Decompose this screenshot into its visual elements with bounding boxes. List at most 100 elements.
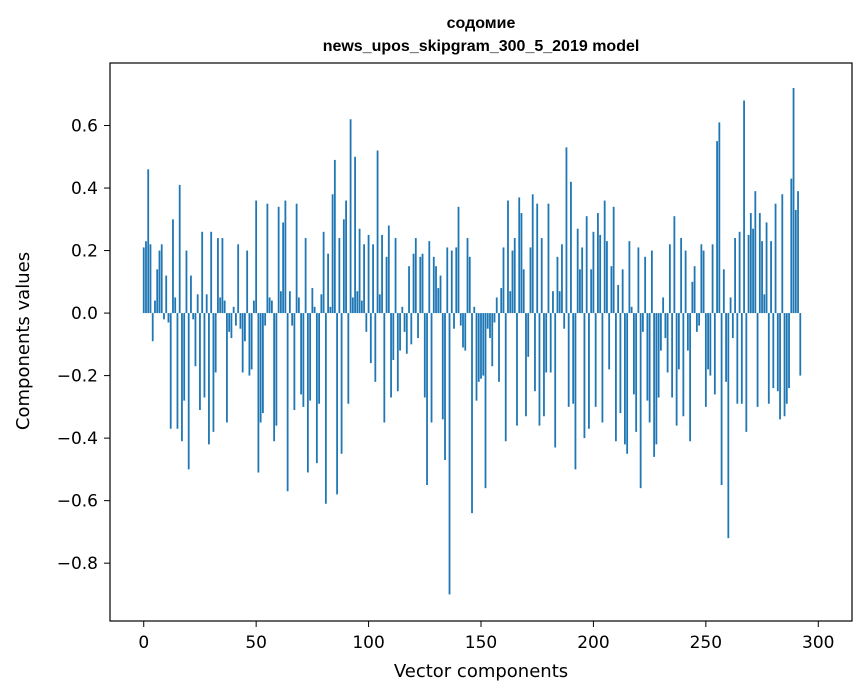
y-axis-ticks: −0.8 −0.6 −0.4 −0.2 0.0 0.2 0.4 0.6 bbox=[57, 117, 110, 574]
bar-100 bbox=[367, 234, 370, 314]
bar-101 bbox=[369, 313, 372, 364]
bar-154 bbox=[489, 313, 491, 339]
bar-58 bbox=[273, 313, 276, 442]
bar-28 bbox=[205, 294, 208, 314]
bar-137 bbox=[450, 250, 453, 314]
bar-214 bbox=[624, 313, 626, 445]
bar-178 bbox=[543, 313, 545, 417]
bar-265 bbox=[738, 231, 741, 314]
bar-37 bbox=[226, 313, 228, 423]
bar-168 bbox=[520, 213, 523, 314]
bar-16 bbox=[178, 184, 181, 314]
bar-155 bbox=[491, 313, 494, 367]
bar-239 bbox=[680, 238, 683, 314]
bar-244 bbox=[691, 281, 694, 314]
bar-80 bbox=[322, 231, 325, 314]
y-tick-label: −0.6 bbox=[57, 492, 98, 512]
bar-0 bbox=[142, 247, 145, 314]
bar-117 bbox=[405, 313, 408, 354]
bar-196 bbox=[583, 313, 586, 439]
bar-260 bbox=[727, 313, 730, 539]
bar-262 bbox=[731, 313, 734, 339]
bar-63 bbox=[284, 200, 287, 314]
y-tick-label: 0.6 bbox=[71, 117, 98, 137]
bar-22 bbox=[192, 313, 195, 320]
bar-91 bbox=[347, 313, 350, 404]
bar-206 bbox=[606, 241, 608, 314]
bar-60 bbox=[277, 206, 280, 314]
bar-269 bbox=[747, 234, 750, 314]
bar-266 bbox=[740, 313, 743, 404]
bar-127 bbox=[428, 241, 431, 314]
y-tick-label: −0.2 bbox=[57, 367, 98, 387]
bar-234 bbox=[668, 244, 671, 314]
bar-254 bbox=[713, 313, 716, 395]
bar-121 bbox=[414, 238, 417, 314]
bar-51 bbox=[257, 313, 260, 473]
bar-210 bbox=[615, 313, 617, 442]
bar-193 bbox=[576, 228, 579, 314]
bar-224 bbox=[646, 313, 649, 401]
bar-277 bbox=[765, 222, 768, 314]
bar-161 bbox=[504, 313, 507, 442]
bar-120 bbox=[412, 253, 415, 314]
bar-21 bbox=[190, 275, 192, 314]
bar-276 bbox=[763, 294, 766, 314]
bar-189 bbox=[567, 313, 570, 407]
bar-143 bbox=[464, 313, 467, 351]
bar-286 bbox=[785, 313, 788, 404]
bar-50 bbox=[255, 200, 258, 314]
bar-70 bbox=[300, 313, 303, 395]
bar-24 bbox=[196, 294, 199, 314]
bar-39 bbox=[230, 313, 233, 339]
bar-132 bbox=[439, 275, 442, 314]
bar-185 bbox=[558, 291, 561, 314]
bar-251 bbox=[707, 313, 709, 370]
bar-204 bbox=[601, 313, 604, 423]
bar-281 bbox=[774, 203, 777, 314]
bar-292 bbox=[799, 313, 802, 376]
bar-11 bbox=[167, 313, 170, 323]
bar-148 bbox=[475, 313, 478, 401]
bar-1 bbox=[145, 241, 147, 314]
bar-87 bbox=[338, 238, 341, 314]
bar-213 bbox=[621, 269, 624, 314]
chart-title-line2: news_upos_skipgram_300_5_2019 model bbox=[323, 38, 640, 55]
bar-267 bbox=[743, 100, 745, 314]
bar-5 bbox=[154, 300, 156, 314]
bar-138 bbox=[453, 313, 455, 329]
bar-62 bbox=[282, 222, 285, 314]
bar-227 bbox=[653, 313, 656, 457]
bar-151 bbox=[482, 313, 485, 376]
x-tick-label: 300 bbox=[802, 633, 834, 653]
chart-title-line1: содомие bbox=[447, 15, 516, 32]
bar-9 bbox=[163, 313, 165, 320]
bar-192 bbox=[574, 313, 577, 470]
bar-268 bbox=[745, 313, 748, 432]
bar-81 bbox=[324, 313, 327, 504]
bar-38 bbox=[228, 313, 231, 332]
bar-108 bbox=[385, 256, 388, 314]
bar-77 bbox=[315, 313, 318, 464]
bar-27 bbox=[203, 313, 206, 398]
x-axis-ticks: 0 50 100 150 200 250 300 bbox=[138, 621, 834, 653]
bar-167 bbox=[518, 197, 521, 314]
bar-249 bbox=[702, 250, 705, 314]
bar-230 bbox=[659, 313, 662, 351]
bar-129 bbox=[432, 256, 435, 314]
bar-26 bbox=[201, 231, 204, 314]
bar-221 bbox=[639, 313, 642, 489]
bar-156 bbox=[493, 313, 496, 323]
bar-96 bbox=[358, 228, 361, 314]
bar-76 bbox=[313, 306, 316, 314]
bar-248 bbox=[700, 244, 703, 314]
bar-264 bbox=[736, 313, 739, 404]
bar-181 bbox=[549, 313, 552, 373]
bar-20 bbox=[187, 313, 190, 470]
bar-107 bbox=[383, 313, 386, 423]
bar-187 bbox=[563, 313, 566, 329]
bar-104 bbox=[376, 150, 379, 314]
bar-291 bbox=[797, 191, 799, 314]
x-tick-label: 100 bbox=[352, 633, 384, 653]
